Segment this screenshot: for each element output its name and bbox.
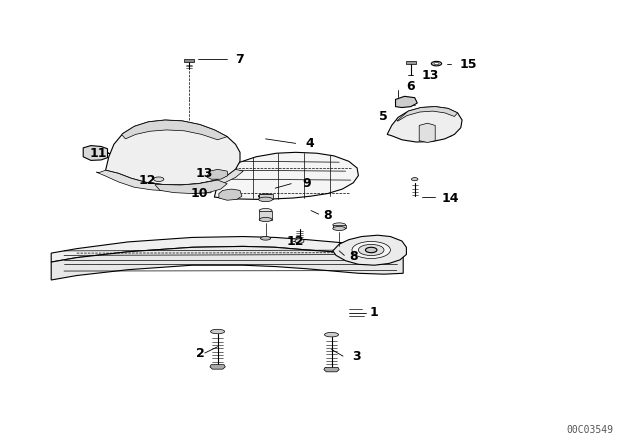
Polygon shape [219, 189, 242, 200]
Ellipse shape [154, 177, 164, 181]
Text: 11: 11 [90, 146, 107, 160]
Text: 3: 3 [352, 349, 360, 363]
Polygon shape [96, 169, 243, 191]
Ellipse shape [358, 245, 384, 255]
Ellipse shape [333, 227, 346, 230]
Text: 12: 12 [287, 234, 304, 248]
Polygon shape [387, 107, 462, 142]
Polygon shape [259, 211, 272, 220]
Ellipse shape [434, 62, 439, 65]
Ellipse shape [295, 239, 304, 243]
Polygon shape [51, 246, 403, 280]
Polygon shape [396, 96, 417, 108]
Polygon shape [155, 180, 227, 194]
Polygon shape [333, 235, 406, 265]
Ellipse shape [431, 61, 442, 66]
Ellipse shape [324, 332, 339, 337]
Polygon shape [397, 107, 458, 121]
Polygon shape [106, 120, 240, 185]
Text: 12: 12 [138, 173, 156, 187]
Text: 8: 8 [349, 250, 357, 263]
Polygon shape [419, 123, 435, 142]
Text: 13: 13 [421, 69, 438, 82]
Polygon shape [406, 61, 416, 64]
Polygon shape [324, 367, 339, 372]
Text: 6: 6 [406, 79, 415, 93]
Ellipse shape [365, 247, 377, 253]
Text: 9: 9 [302, 177, 310, 190]
Text: 4: 4 [306, 137, 315, 150]
Text: 13: 13 [195, 167, 212, 181]
Polygon shape [333, 225, 346, 228]
Polygon shape [207, 169, 228, 179]
Text: 00C03549: 00C03549 [566, 426, 613, 435]
Text: 5: 5 [379, 110, 388, 123]
Text: 14: 14 [442, 191, 459, 205]
Ellipse shape [260, 237, 271, 240]
Ellipse shape [259, 197, 273, 202]
Polygon shape [259, 194, 273, 199]
Ellipse shape [259, 194, 273, 198]
Polygon shape [210, 365, 225, 369]
Polygon shape [214, 152, 358, 199]
Polygon shape [184, 59, 194, 62]
Ellipse shape [352, 241, 390, 258]
Ellipse shape [259, 217, 272, 221]
Polygon shape [51, 237, 403, 262]
Text: 8: 8 [323, 208, 332, 222]
Ellipse shape [211, 329, 225, 334]
Text: 1: 1 [370, 306, 379, 319]
Polygon shape [122, 120, 227, 140]
Ellipse shape [333, 223, 346, 227]
Text: 2: 2 [196, 346, 205, 360]
Text: 10: 10 [191, 187, 208, 200]
Text: 7: 7 [236, 52, 244, 66]
Ellipse shape [259, 208, 272, 212]
Polygon shape [83, 146, 108, 160]
Text: 15: 15 [460, 58, 477, 71]
Ellipse shape [412, 178, 418, 181]
